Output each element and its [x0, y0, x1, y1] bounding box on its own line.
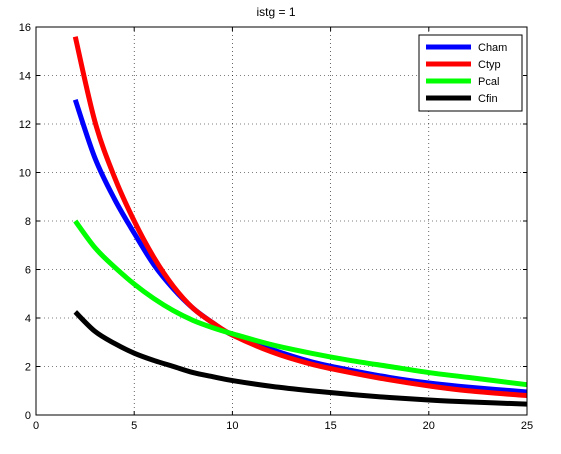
chart-title: istg = 1 [256, 5, 295, 19]
y-tick-label: 16 [19, 22, 31, 34]
legend-label: Ctyp [478, 59, 501, 71]
y-tick-label: 6 [25, 265, 31, 277]
series-layer [72, 36, 528, 407]
x-tick-label: 10 [226, 420, 238, 432]
y-tick-label: 14 [19, 71, 31, 83]
x-tick-label: 15 [324, 420, 336, 432]
y-tick-label: 12 [19, 119, 31, 131]
legend-label: Cfin [478, 93, 498, 105]
y-tick-label: 4 [25, 313, 31, 325]
legend: Cham Ctyp Pcal Cfin [418, 34, 523, 112]
y-tick-label: 8 [25, 216, 31, 228]
y-tick-label: 10 [19, 168, 31, 180]
legend-label: Pcal [478, 76, 499, 88]
series-line-cfin [73, 310, 528, 407]
x-tick-label: 5 [131, 420, 137, 432]
tick-layer: 0 5 10 15 20 25 0 2 4 6 8 10 12 14 16 [19, 22, 533, 432]
x-tick-label: 20 [423, 420, 435, 432]
x-tick-label: 0 [33, 420, 39, 432]
x-tick-label: 25 [521, 420, 533, 432]
legend-label: Cham [478, 42, 507, 54]
y-tick-label: 2 [25, 362, 31, 374]
series-line-pcal [73, 219, 528, 388]
y-tick-label: 0 [25, 410, 31, 422]
